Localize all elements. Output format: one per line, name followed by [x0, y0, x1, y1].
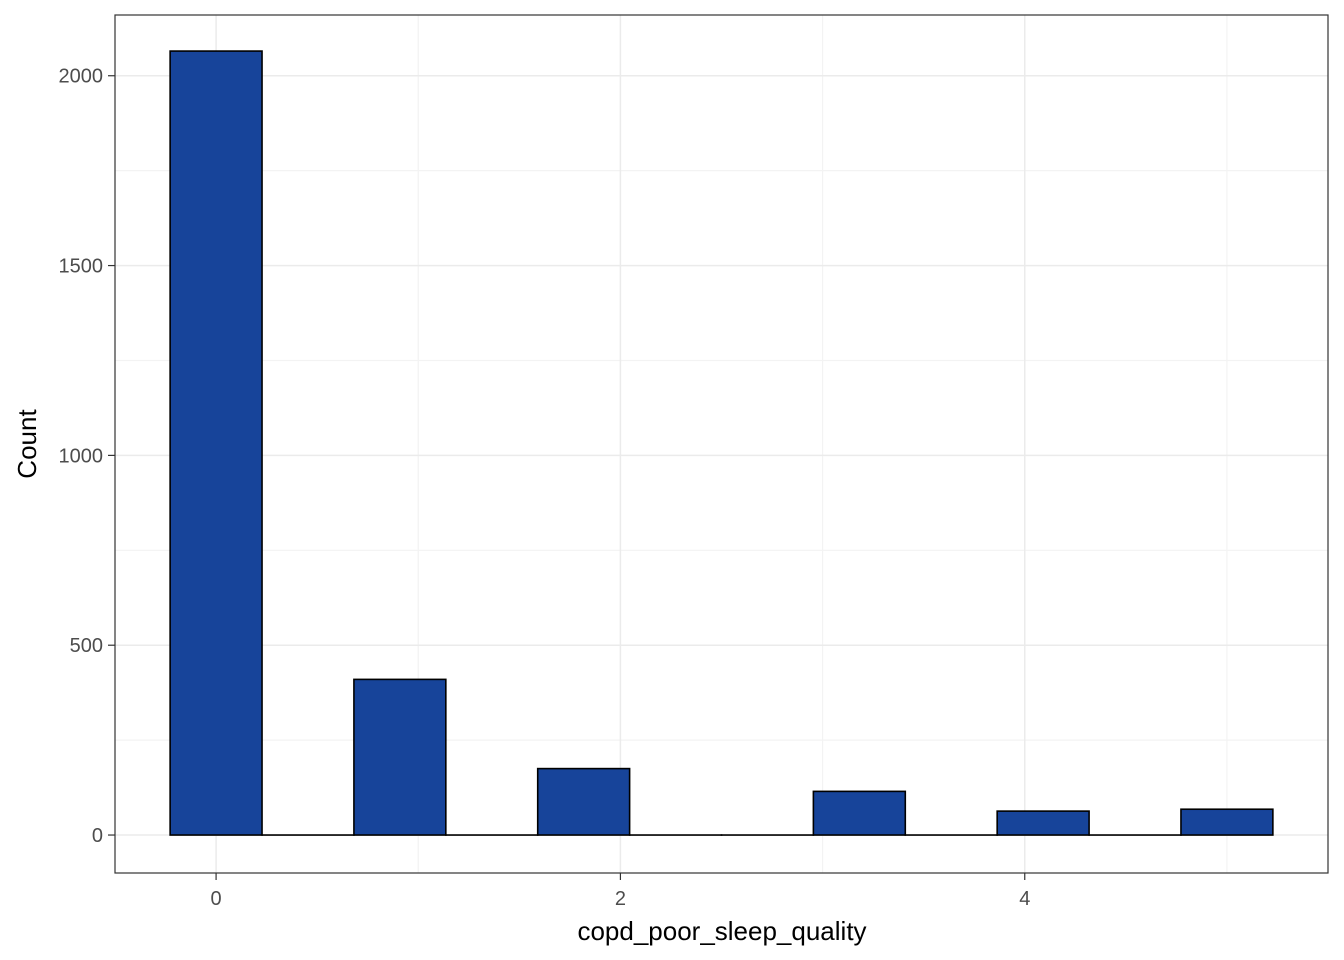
- y-tick-label: 2000: [59, 66, 104, 88]
- y-axis: 0 500 1000 1500 2000: [59, 66, 115, 847]
- histogram-bar: [169, 50, 263, 836]
- histogram-bar: [1180, 808, 1274, 836]
- histogram-bar: [996, 810, 1090, 836]
- x-tick-label: 4: [1019, 888, 1030, 910]
- x-tick-label: 0: [211, 888, 222, 910]
- panel-border: [114, 14, 1329, 874]
- grid-minor: [115, 15, 1328, 873]
- histogram-bar: [536, 767, 631, 836]
- bars: [169, 50, 1274, 836]
- y-tick-label: 0: [92, 825, 103, 847]
- histogram-bar: [353, 678, 447, 836]
- histogram-bar: [812, 790, 907, 836]
- y-axis-title: Count: [12, 409, 42, 479]
- x-tick-label: 2: [615, 888, 626, 910]
- y-tick-label: 1000: [59, 445, 104, 467]
- plot-panel: [114, 14, 1329, 874]
- x-axis-title: copd_poor_sleep_quality: [577, 916, 866, 946]
- x-axis: 0 2 4: [211, 873, 1030, 910]
- y-tick-label: 500: [70, 635, 103, 657]
- y-tick-label: 1500: [59, 256, 104, 278]
